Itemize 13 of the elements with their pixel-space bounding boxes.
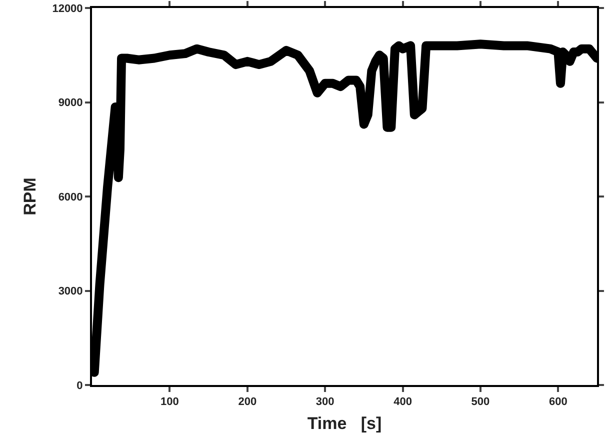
- y-tick-label: 9000: [58, 97, 83, 110]
- y-tick-label: 6000: [58, 191, 83, 204]
- x-tick-label: 500: [471, 396, 490, 408]
- x-tick-label: 200: [238, 396, 257, 408]
- x-tick-label: 400: [394, 396, 412, 408]
- y-axis-title: RPM: [20, 178, 40, 216]
- x-tick-label: 600: [548, 396, 568, 408]
- x-tick-label: 300: [316, 396, 334, 408]
- x-axis-title: Time [s]: [307, 414, 382, 434]
- y-tick-label: 3000: [58, 286, 83, 298]
- y-tick-label: 0: [76, 380, 83, 392]
- x-tick-label: 100: [160, 396, 179, 408]
- y-tick-label: 12000: [52, 2, 83, 15]
